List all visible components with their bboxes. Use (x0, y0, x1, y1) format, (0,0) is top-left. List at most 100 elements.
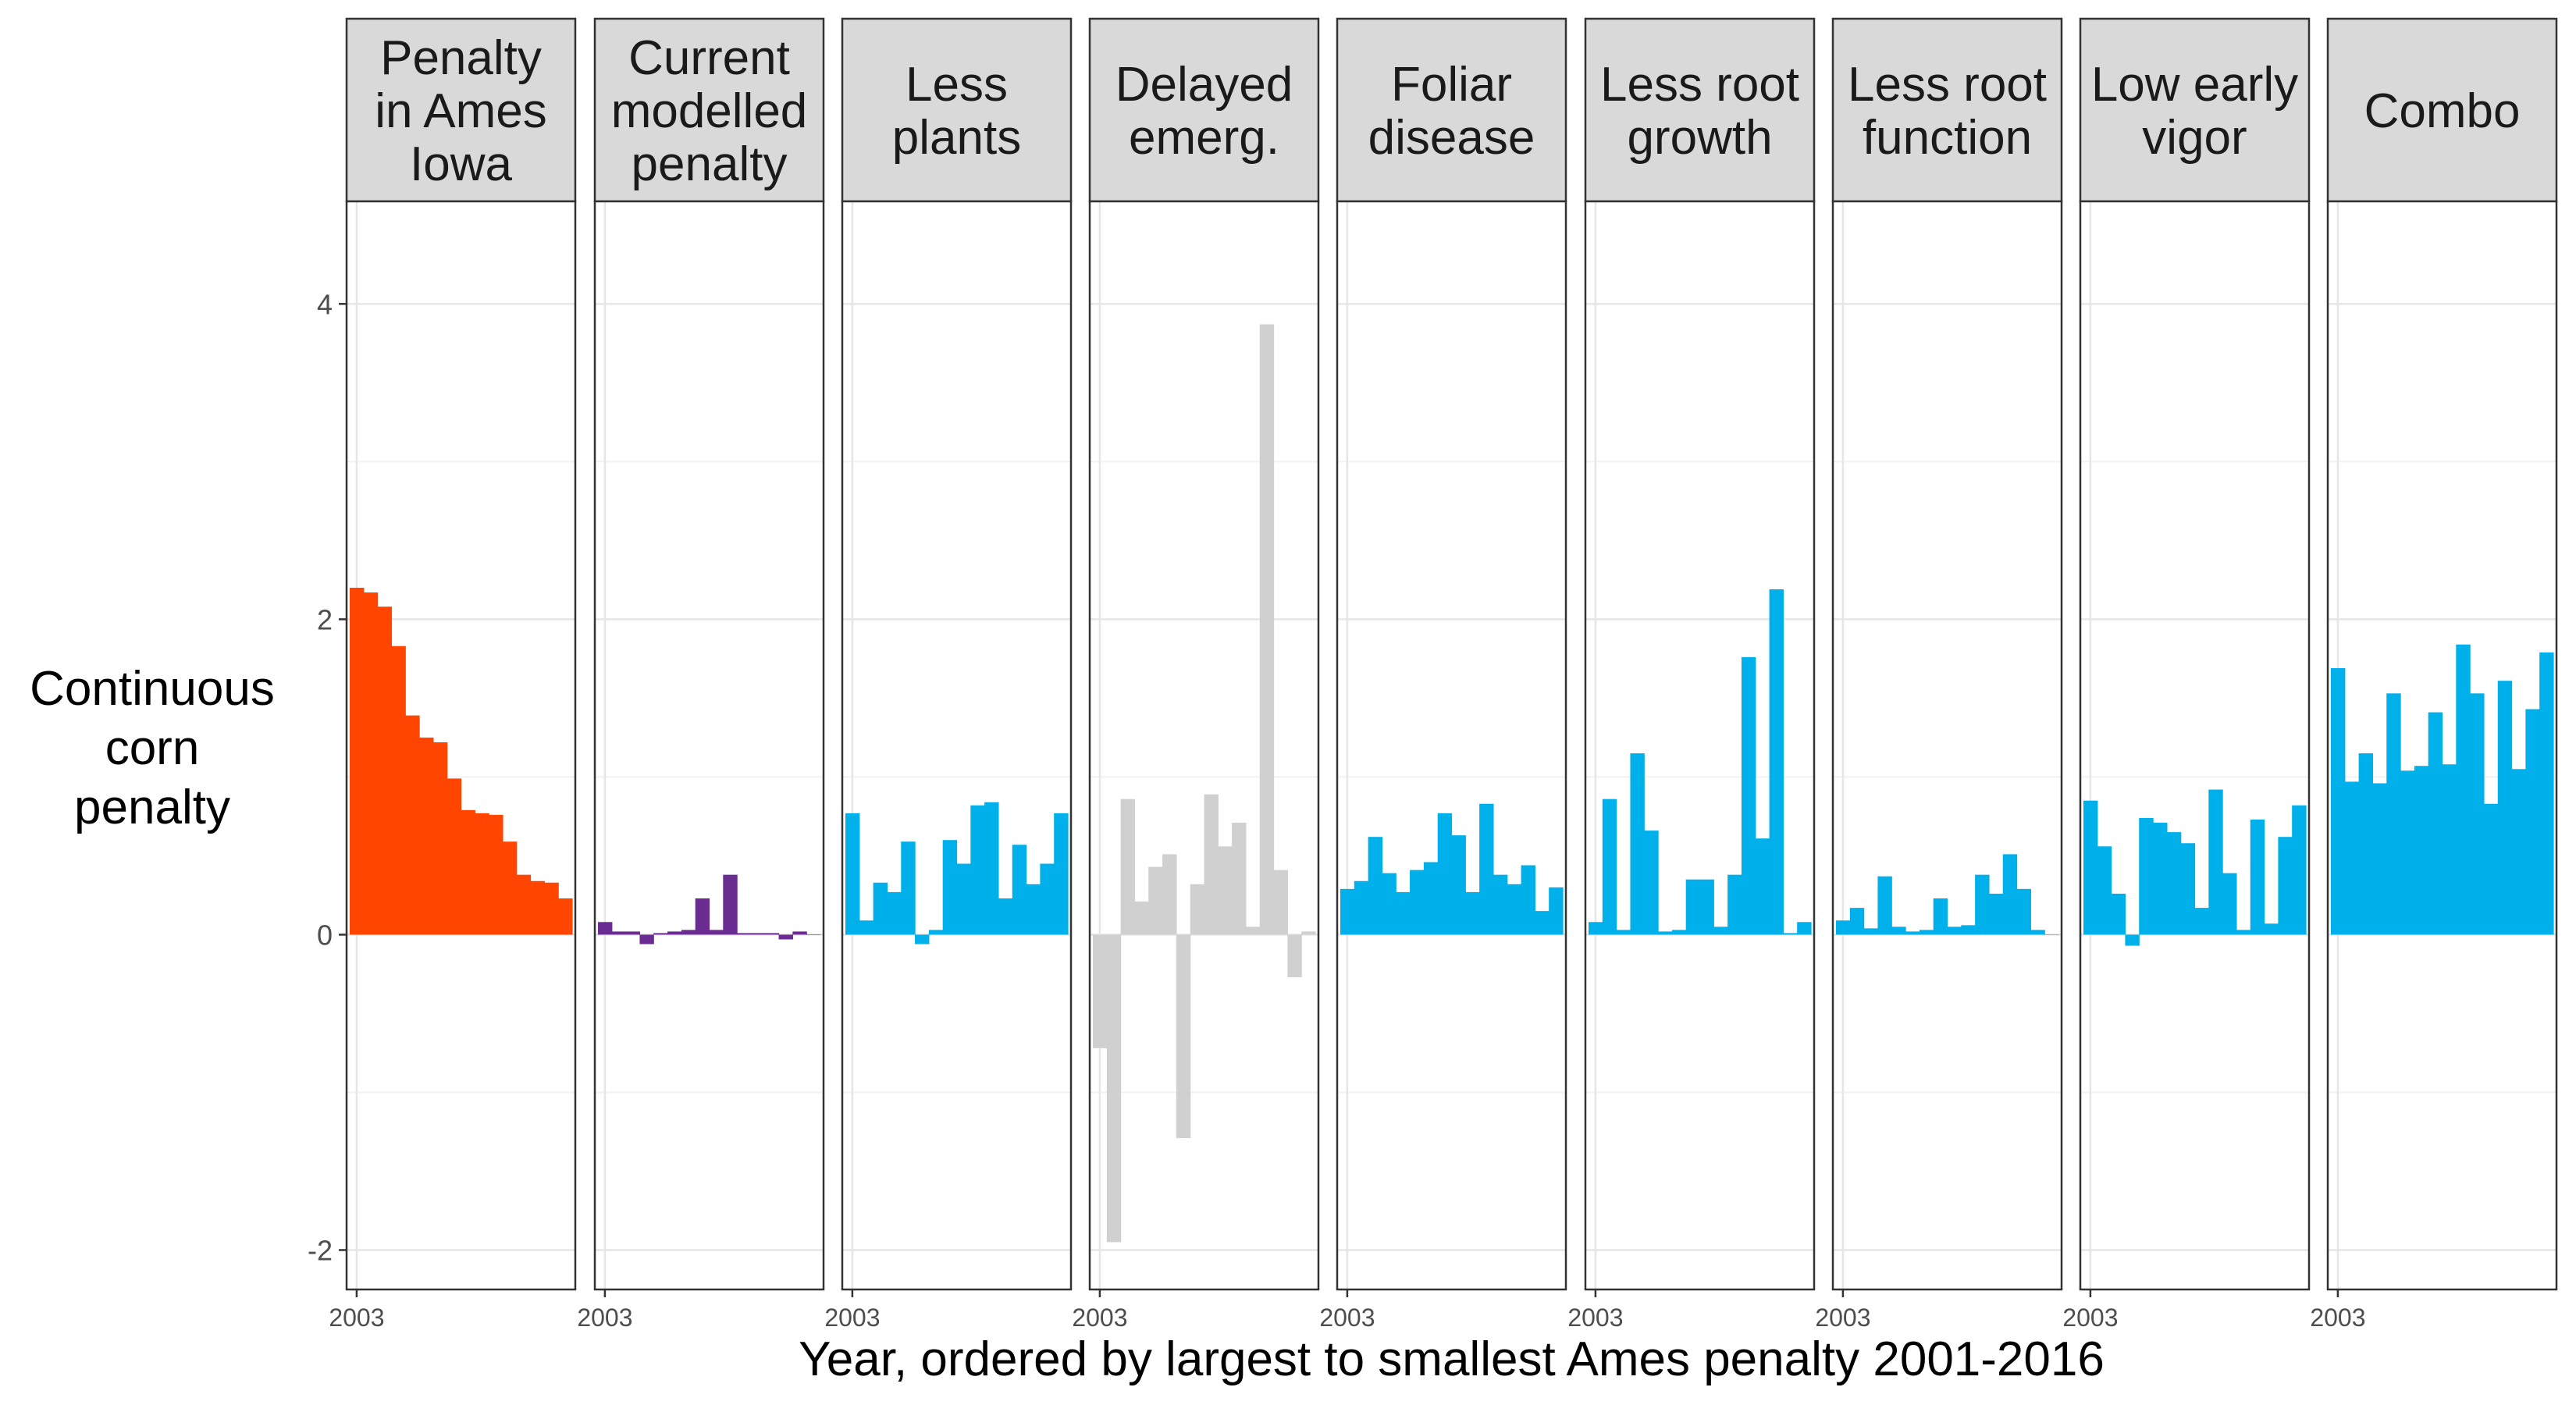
bar (1521, 865, 1535, 935)
bar (1040, 863, 1055, 935)
bar (1204, 794, 1219, 935)
facet-strip (1336, 17, 1567, 203)
bar (432, 742, 448, 935)
panel-border (1831, 200, 2063, 1291)
bar (2222, 873, 2237, 935)
facet-strip-label: penalty (632, 137, 788, 191)
facet-strip (1831, 17, 2063, 203)
facet-strip-label: Less root (1848, 58, 2047, 112)
bar (1176, 934, 1191, 1139)
bar (2236, 930, 2251, 935)
facet-strip (345, 17, 577, 203)
bar (1589, 922, 1603, 935)
facet-strip-label: Less root (1600, 58, 1799, 112)
bar (1287, 934, 1302, 977)
bar (530, 880, 545, 935)
bar (2400, 770, 2415, 935)
bar (1849, 908, 1865, 935)
x-tick-label: 2003 (329, 1304, 384, 1332)
facet-strip-label: Less (906, 58, 1008, 112)
bar (845, 813, 860, 935)
bar (2358, 753, 2374, 935)
bar (2372, 783, 2387, 935)
bar (667, 931, 682, 935)
bar (1340, 888, 1355, 935)
x-tick-label: 2003 (824, 1304, 880, 1332)
bar (639, 934, 654, 944)
x-tick-label: 2003 (1072, 1304, 1127, 1332)
facet-strip-label: plants (892, 111, 1021, 165)
bar (984, 802, 999, 935)
y-tick-label: -2 (308, 1234, 333, 1266)
bar (475, 813, 489, 935)
bar (350, 587, 365, 935)
bar (859, 920, 874, 935)
facet-strip-label: emerg. (1129, 111, 1279, 165)
facet-strip-label: Delayed (1115, 58, 1293, 112)
bar (2180, 843, 2196, 935)
bar (391, 646, 406, 935)
bar (1148, 866, 1163, 935)
bar (1396, 891, 1411, 935)
bar (2331, 668, 2346, 935)
facet-strip-label: Combo (2364, 84, 2521, 138)
bar (1451, 835, 1466, 935)
bar (1054, 813, 1069, 935)
bar (2414, 766, 2429, 935)
bar (873, 882, 888, 935)
bar (2264, 923, 2279, 935)
bar (2153, 822, 2168, 935)
bar (611, 931, 627, 935)
bar (2250, 819, 2265, 935)
bar (1479, 803, 1494, 935)
bar (2016, 888, 2031, 935)
bar (2111, 893, 2126, 935)
bar (2097, 846, 2112, 935)
facet-strip (2326, 17, 2558, 203)
panel-border (2326, 200, 2558, 1291)
facet-strip-label: Current (628, 31, 790, 85)
bar (2044, 934, 2059, 935)
bar (1797, 922, 1812, 935)
bar (2428, 712, 2443, 935)
bar (2278, 837, 2293, 935)
bar (1602, 799, 1617, 935)
bar (1905, 931, 1920, 935)
panel-border (345, 200, 577, 1291)
panel-border (1584, 200, 1816, 1291)
panel-border (2079, 200, 2311, 1291)
bar (2194, 908, 2209, 935)
bar (1616, 930, 1631, 935)
facet-strip-label: vigor (2142, 111, 2247, 165)
panel-border (1088, 200, 1320, 1291)
bar (1975, 874, 1990, 935)
bar (1026, 884, 1041, 935)
plot-background (1833, 201, 2062, 1289)
facet-strip-label: Foliar (1391, 58, 1512, 112)
bar (1727, 874, 1742, 935)
bar (2292, 805, 2307, 935)
bar (723, 874, 738, 935)
bar (1368, 837, 1383, 935)
bar (1354, 880, 1369, 935)
x-tick-label: 2003 (1567, 1304, 1623, 1332)
plot-background (842, 201, 1071, 1289)
bar (1382, 873, 1397, 935)
bar (544, 882, 559, 935)
bar (1919, 930, 1934, 935)
bar (2030, 930, 2045, 935)
bar (1933, 898, 1948, 935)
bar (1549, 887, 1564, 935)
y-tick-label: 0 (317, 919, 333, 951)
bar (1106, 934, 1122, 1243)
bar (709, 930, 724, 935)
bar (1301, 931, 1316, 935)
bar (405, 715, 420, 935)
bar (928, 930, 944, 935)
x-tick-label: 2003 (577, 1304, 632, 1332)
